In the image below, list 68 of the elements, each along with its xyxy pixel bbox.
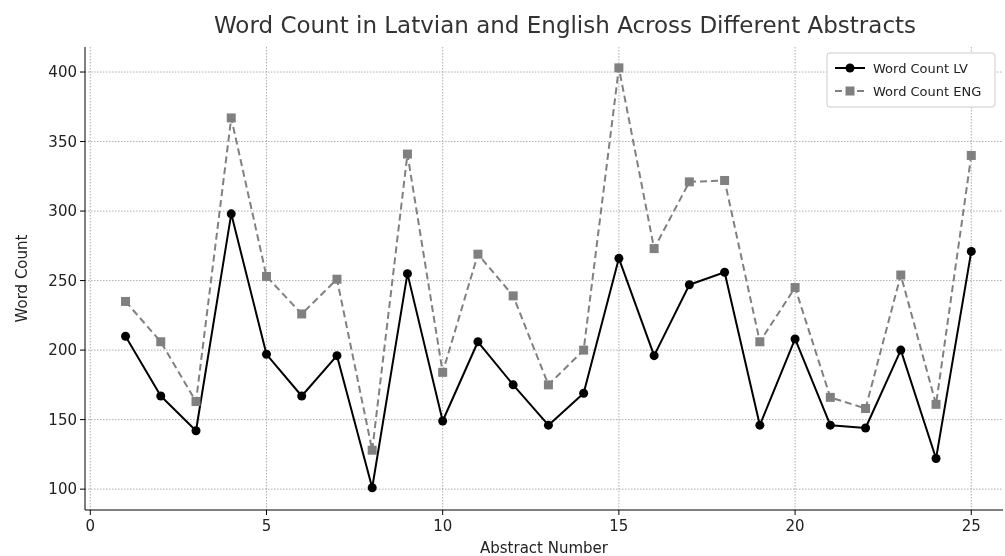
point (261, 349, 271, 359)
point (261, 271, 271, 281)
x-tick-label: 25 (961, 517, 981, 535)
point (896, 345, 906, 355)
point (297, 309, 307, 319)
y-axis-title: Word Count (13, 234, 31, 323)
point (332, 274, 342, 284)
point (332, 351, 342, 361)
point (790, 334, 800, 344)
point (121, 296, 131, 306)
point (156, 391, 166, 401)
point (931, 399, 941, 409)
point (508, 380, 518, 390)
point (473, 249, 483, 259)
point (226, 209, 236, 219)
point (473, 337, 483, 347)
y-tick-label: 250 (48, 271, 77, 290)
point (226, 113, 236, 123)
x-tick-label: 10 (433, 517, 453, 535)
x-tick-label: 15 (609, 517, 629, 535)
point (966, 150, 976, 160)
point (931, 454, 941, 464)
x-tick-label: 5 (261, 517, 272, 535)
point (614, 63, 624, 73)
x-axis-title: Abstract Number (480, 539, 609, 556)
y-tick-label: 200 (48, 341, 77, 360)
point (367, 483, 377, 493)
point (614, 253, 624, 263)
point (649, 244, 659, 254)
x-tick-label: 20 (785, 517, 805, 535)
point (861, 423, 871, 433)
y-tick-label: 300 (48, 202, 77, 221)
point (861, 404, 871, 413)
point (649, 351, 659, 361)
chart-title: Word Count in Latvian and English Across Different Abstracts (213, 12, 917, 38)
point (720, 175, 730, 185)
point (191, 397, 201, 407)
point (121, 331, 131, 341)
y-tick-label: 100 (48, 480, 77, 499)
point (402, 269, 412, 279)
point (755, 420, 765, 430)
legend-label: Word Count ENG (873, 84, 982, 99)
point (720, 267, 730, 277)
point (896, 270, 906, 280)
y-tick-label: 400 (48, 63, 77, 82)
y-tick-label: 150 (48, 410, 77, 429)
point (825, 420, 835, 430)
point (825, 392, 835, 402)
point (966, 246, 976, 256)
point (684, 280, 694, 290)
y-tick-label: 350 (48, 132, 77, 151)
point (790, 283, 800, 293)
point (579, 345, 589, 355)
point (543, 380, 553, 390)
point (543, 420, 553, 430)
point (156, 337, 166, 347)
point (191, 426, 201, 436)
x-tick-label: 0 (85, 517, 96, 535)
point (438, 367, 448, 377)
point (438, 416, 448, 426)
point (402, 149, 412, 159)
point (684, 177, 694, 187)
point (367, 445, 377, 455)
point (508, 291, 518, 301)
point (297, 391, 307, 401)
point (755, 337, 765, 347)
legend-label: Word Count LV (873, 61, 969, 76)
point (579, 388, 589, 398)
